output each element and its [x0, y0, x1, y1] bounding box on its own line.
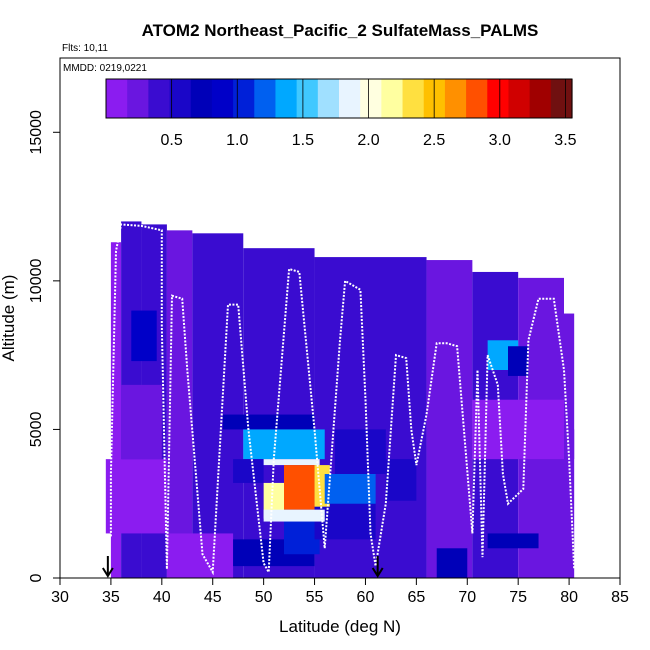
x-tick-label: 80: [560, 589, 578, 606]
y-tick-label: 0: [28, 573, 45, 582]
heatmap-cell: [233, 459, 264, 483]
x-tick-label: 70: [458, 589, 476, 606]
colorbar-swatch: [360, 79, 382, 118]
plot-frame: [59, 57, 621, 579]
y-axis-label: Altitude (m): [0, 275, 18, 362]
heatmap-cell: [385, 459, 417, 501]
colorbar-swatch: [254, 79, 277, 118]
flight-marker-arrowhead: [102, 567, 114, 578]
heatmap-cell: [436, 548, 468, 578]
chart-title: ATOM2 Northeast_Pacific_2 SulfateMass_PA…: [142, 21, 539, 40]
colorbar-swatch: [402, 79, 425, 118]
flights-label: Flts: 10,11: [62, 43, 108, 54]
heatmap-cell: [426, 260, 473, 578]
heatmap-cell: [324, 474, 376, 504]
colorbar-swatch: [423, 79, 446, 118]
colorbar-tick-label: 3.0: [489, 132, 511, 149]
colorbar-swatch: [106, 79, 128, 118]
colorbar-swatch: [275, 79, 298, 118]
heatmap-cell: [222, 414, 315, 430]
heatmap-cell: [121, 384, 162, 460]
colorbar-swatch: [233, 79, 255, 118]
heatmap-cell: [334, 429, 386, 474]
colorbar-swatch: [148, 79, 171, 118]
colorbar-swatch: [169, 79, 192, 118]
heatmap-cells: [105, 221, 575, 579]
colorbar-swatch: [317, 79, 340, 118]
x-tick-label: 65: [407, 589, 425, 606]
colorbar-swatch: [487, 79, 510, 118]
y-axis: 0 5000 10000 15000: [28, 110, 60, 582]
x-tick-label: 30: [51, 589, 69, 606]
flight-track-line: [109, 223, 576, 576]
y-tick-label: 10000: [28, 259, 45, 304]
flight-track: [109, 223, 576, 576]
x-tick-label: 40: [153, 589, 171, 606]
colorbar-tick-label: 2.0: [357, 132, 379, 149]
heatmap-cell: [472, 399, 564, 460]
heatmap-cell: [508, 346, 529, 376]
colorbar-swatch: [508, 79, 531, 118]
date-label: MMDD: 0219,0221: [63, 63, 147, 74]
colorbar-swatch: [190, 79, 213, 118]
x-tick-label: 45: [204, 589, 222, 606]
heatmap-cell: [166, 230, 193, 579]
colorbar-swatch: [211, 79, 234, 118]
heatmap-cell: [569, 429, 575, 460]
colorbar: 0.5 1.0 1.5 2.0 2.5 3.0 3.5: [105, 78, 577, 149]
colorbar-swatch: [296, 79, 319, 118]
heatmap-cell: [243, 429, 325, 460]
y-tick-label: 15000: [28, 110, 45, 155]
flight-marker-arrowhead: [371, 567, 384, 578]
colorbar-swatch: [127, 79, 149, 118]
heatmap-cell: [110, 242, 122, 578]
colorbar-swatch: [529, 79, 552, 118]
flight-markers: [102, 556, 384, 578]
x-axis: 30 35 40 45 50 55 60 65 70 75 80 85: [51, 578, 629, 606]
heatmap-cell: [263, 459, 320, 466]
x-tick-label: 50: [255, 589, 273, 606]
x-tick-label: 55: [306, 589, 324, 606]
colorbar-swatch: [550, 79, 573, 118]
y-tick-label: 5000: [28, 412, 45, 448]
x-tick-label: 60: [357, 589, 375, 606]
colorbar-tick-label: 2.5: [423, 132, 445, 149]
x-axis-label: Latitude (deg N): [279, 617, 401, 636]
colorbar-swatch: [466, 79, 488, 118]
colorbar-tick-label: 1.5: [292, 132, 314, 149]
heatmap-cell: [166, 533, 234, 578]
heatmap-cell: [487, 533, 539, 549]
colorbar-tick-label: 0.5: [161, 132, 183, 149]
colorbar-tick-label: 1.0: [226, 132, 248, 149]
colorbar-swatch: [381, 79, 404, 118]
x-tick-label: 75: [509, 589, 527, 606]
colorbar-tick-label: 3.5: [554, 132, 576, 149]
heatmap-cell: [131, 310, 157, 362]
heatmap-cell: [192, 233, 244, 579]
colorbar-frame: [105, 78, 573, 119]
heatmap-cell: [105, 459, 167, 534]
heatmap-cell: [284, 465, 315, 510]
colorbar-swatch: [444, 79, 467, 118]
colorbar-swatch: [339, 79, 361, 118]
x-tick-label: 85: [611, 589, 629, 606]
x-tick-label: 35: [102, 589, 120, 606]
heatmap-cell: [263, 509, 325, 522]
